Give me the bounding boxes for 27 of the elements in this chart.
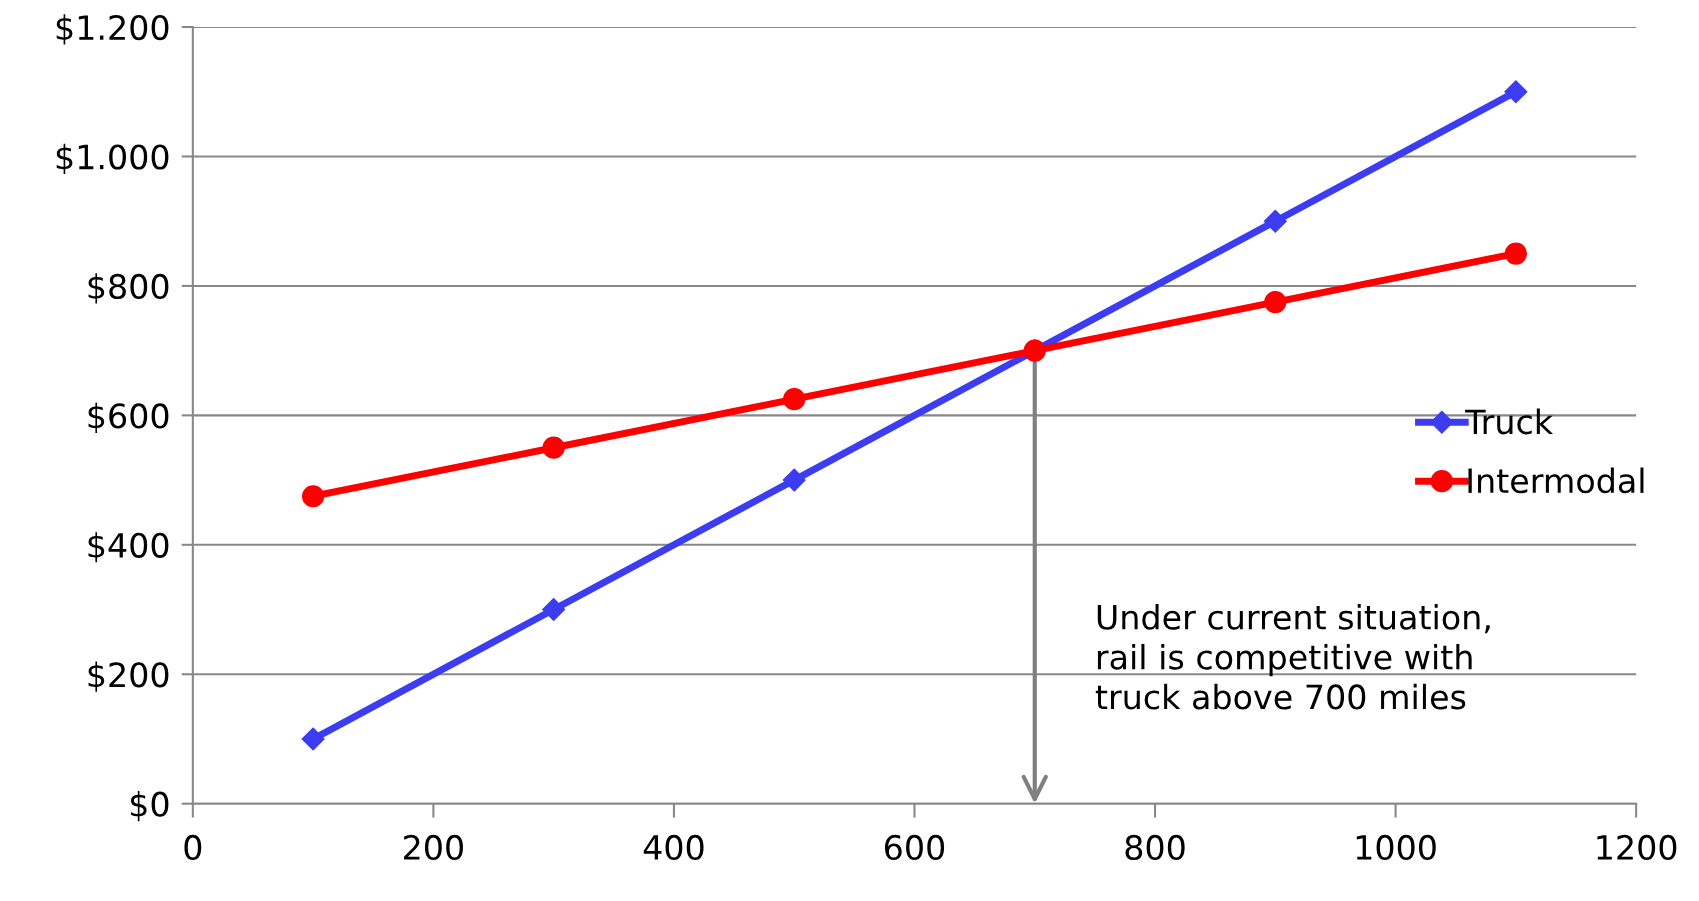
y-tick-label: $0 xyxy=(130,791,169,822)
x-tick-label: 600 xyxy=(885,834,945,861)
point xyxy=(542,436,565,459)
legend-label: Truck xyxy=(1465,408,1554,435)
point xyxy=(782,468,806,492)
point xyxy=(783,388,806,411)
y-tick-label: $1.000 xyxy=(56,143,169,175)
annotation: Under current situation, rail is competitive with truck above 700 miles xyxy=(1095,604,1490,710)
point xyxy=(1504,80,1528,104)
y-tick-label: $1.200 xyxy=(56,14,169,45)
y-tick-label: $800 xyxy=(88,273,169,304)
point xyxy=(301,485,325,508)
x-tick-label: 400 xyxy=(643,834,704,861)
legend-label: Intermodal xyxy=(1468,467,1644,494)
x-tick-label: 800 xyxy=(1125,834,1185,861)
y-tick-label: $200 xyxy=(88,661,169,692)
x-tick-label: 0 xyxy=(184,834,202,861)
point xyxy=(1504,242,1527,265)
x-tick-label: 1200 xyxy=(1597,834,1677,861)
y-tick-label: $600 xyxy=(88,402,169,433)
x-tick-label: 200 xyxy=(404,834,463,861)
point xyxy=(542,598,566,622)
x-tick-label: 1000 xyxy=(1356,834,1436,861)
point xyxy=(1264,290,1287,314)
y-tick-label: $400 xyxy=(88,532,169,563)
point xyxy=(1263,209,1287,233)
point xyxy=(301,727,325,751)
